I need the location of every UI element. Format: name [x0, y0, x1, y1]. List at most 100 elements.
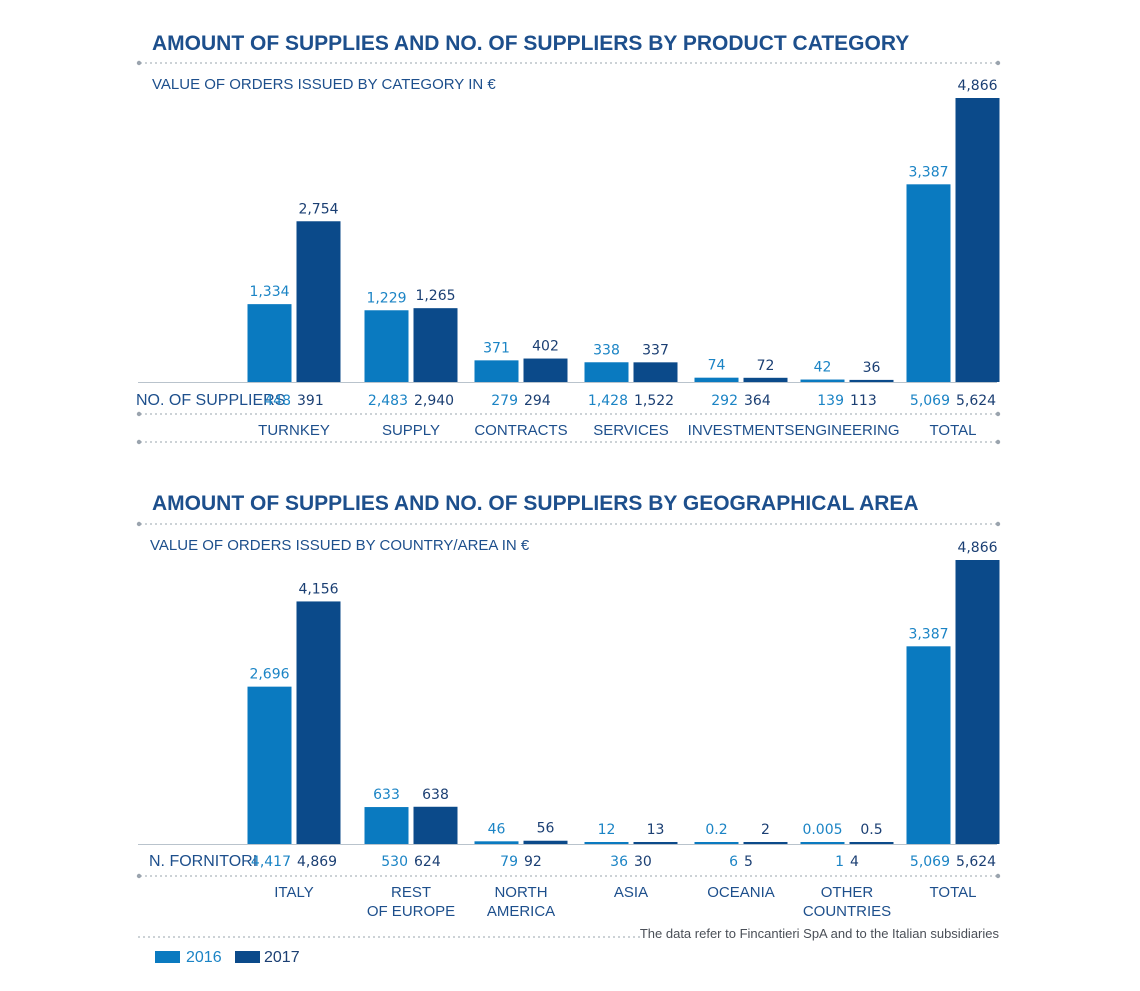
separator-top-dot-left [136, 60, 142, 66]
suppliers-2017-6: 113 [850, 393, 877, 409]
bar-2017-3 [523, 358, 568, 382]
category-label-5: INVESTMENTS [688, 422, 795, 439]
separator-top-dot-left [136, 521, 142, 527]
value-label-2017-7: 4,866 [957, 540, 997, 556]
bar-2017-6 [849, 379, 894, 382]
bar-2017-2 [413, 308, 458, 382]
category-label-5: OCEANIA [707, 884, 775, 901]
bar-2016-7 [906, 184, 951, 382]
value-label-2016-7: 3,387 [908, 626, 948, 642]
bar-2017-1 [296, 221, 341, 382]
chart-title: AMOUNT OF SUPPLIES AND NO. OF SUPPLIERS … [152, 32, 909, 55]
bar-2016-5 [694, 377, 739, 382]
value-label-2017-1: 4,156 [298, 581, 338, 597]
suppliers-2016-1: 4,417 [251, 854, 291, 870]
legend: 2016 2017 [155, 949, 300, 966]
category-label-3-line-1: NORTH [494, 884, 547, 901]
suppliers-2017-1: 391 [297, 393, 324, 409]
bar-2016-2 [364, 807, 409, 844]
bar-2016-1 [247, 686, 292, 844]
legend-swatch-2017 [235, 951, 260, 963]
suppliers-2017-4: 1,522 [634, 393, 674, 409]
value-label-2017-5: 72 [757, 358, 775, 374]
suppliers-2016-1: 448 [264, 393, 291, 409]
value-label-2016-6: 42 [814, 360, 832, 376]
separator-top-dot-right [995, 60, 1001, 66]
bar-2016-4 [584, 842, 629, 844]
category-label-6-line-2: COUNTRIES [803, 903, 891, 920]
suppliers-2017-2: 2,940 [414, 393, 454, 409]
suppliers-2017-3: 92 [524, 854, 542, 870]
suppliers-2016-6: 1 [835, 854, 844, 870]
value-label-2017-6: 0.5 [860, 822, 882, 838]
separator-bottom-dot-left [136, 439, 142, 445]
value-label-2017-2: 1,265 [415, 288, 455, 304]
suppliers-row-label: N. FORNITORI [149, 853, 257, 870]
value-label-2016-1: 1,334 [249, 284, 289, 300]
suppliers-2017-1: 4,869 [297, 854, 337, 870]
category-label-2-line-1: REST [391, 884, 431, 901]
suppliers-2016-7: 5,069 [910, 393, 950, 409]
suppliers-2016-2: 2,483 [368, 393, 408, 409]
value-label-2016-3: 371 [483, 340, 510, 356]
value-label-2017-3: 402 [532, 339, 559, 355]
separator-top-dot-right [995, 521, 1001, 527]
value-label-2016-5: 0.2 [705, 822, 727, 838]
category-label-1: ITALY [274, 884, 313, 901]
category-label-1: TURNKEY [258, 422, 330, 439]
category-label-4: ASIA [614, 884, 648, 901]
value-label-2016-4: 12 [598, 822, 616, 838]
chart-panel-1: AMOUNT OF SUPPLIES AND NO. OF SUPPLIERS … [136, 32, 1001, 445]
value-label-2017-3: 56 [537, 821, 555, 837]
bar-2016-4 [584, 362, 629, 382]
suppliers-2016-7: 5,069 [910, 854, 950, 870]
value-label-2017-1: 2,754 [298, 201, 338, 217]
footnote: The data refer to Fincantieri SpA and to… [640, 926, 1000, 941]
value-label-2017-7: 4,866 [957, 78, 997, 94]
value-label-2017-5: 2 [761, 822, 770, 838]
suppliers-2017-2: 624 [414, 854, 441, 870]
chart-subtitle: VALUE OF ORDERS ISSUED BY CATEGORY IN € [152, 76, 496, 93]
suppliers-row-label: NO. OF SUPPLIERS [136, 392, 285, 409]
separator-suppliers-dot-right [995, 873, 1001, 879]
suppliers-2016-5: 6 [729, 854, 738, 870]
bar-2017-4 [633, 362, 678, 382]
value-label-2016-6: 0.005 [802, 822, 842, 838]
value-label-2017-4: 13 [647, 822, 665, 838]
chart-panel-2: AMOUNT OF SUPPLIES AND NO. OF SUPPLIERS … [136, 492, 1001, 920]
suppliers-2016-5: 292 [711, 393, 738, 409]
legend-label-2016: 2016 [186, 949, 222, 966]
suppliers-2016-3: 279 [491, 393, 518, 409]
bar-2016-3 [474, 841, 519, 844]
chart-title: AMOUNT OF SUPPLIES AND NO. OF SUPPLIERS … [152, 492, 919, 515]
suppliers-2017-5: 364 [744, 393, 771, 409]
bar-2016-7 [906, 646, 951, 844]
category-label-3: CONTRACTS [474, 422, 567, 439]
value-label-2016-1: 2,696 [249, 667, 289, 683]
value-label-2016-4: 338 [593, 342, 620, 358]
suppliers-2016-2: 530 [381, 854, 408, 870]
bar-2017-7 [955, 560, 1000, 844]
value-label-2017-4: 337 [642, 342, 669, 358]
category-label-2-line-2: OF EUROPE [367, 903, 455, 920]
bar-2016-2 [364, 310, 409, 382]
separator-bottom-dot-right [995, 439, 1001, 445]
value-label-2016-7: 3,387 [908, 164, 948, 180]
value-label-2016-2: 1,229 [366, 290, 406, 306]
bar-2017-6 [849, 842, 894, 844]
value-label-2017-2: 638 [422, 787, 449, 803]
bar-2017-7 [955, 98, 1000, 382]
category-label-6: ENGINEERING [794, 422, 899, 439]
suppliers-2017-6: 4 [850, 854, 859, 870]
bar-2017-2 [413, 806, 458, 844]
category-label-7: TOTAL [930, 422, 977, 439]
suppliers-2016-3: 79 [500, 854, 518, 870]
category-label-4: SERVICES [593, 422, 669, 439]
bar-2016-3 [474, 360, 519, 382]
suppliers-2017-4: 30 [634, 854, 652, 870]
category-label-7: TOTAL [930, 884, 977, 901]
bar-2016-1 [247, 304, 292, 382]
separator-suppliers-dot-left [136, 873, 142, 879]
value-label-2016-3: 46 [488, 821, 506, 837]
